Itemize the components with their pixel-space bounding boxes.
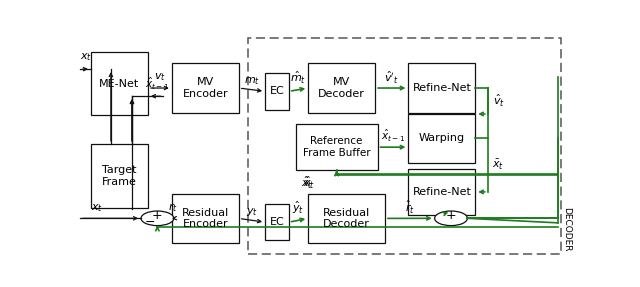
Text: +: + [445,209,456,222]
Bar [91,144,148,208]
Text: MV
Encoder: MV Encoder [182,77,228,99]
Text: Residual
Encoder: Residual Encoder [182,208,229,229]
Text: $v_t$: $v_t$ [154,71,166,83]
Text: $m_t$: $m_t$ [244,75,260,87]
Text: ME-Net: ME-Net [99,79,140,89]
Text: $y_t$: $y_t$ [246,205,258,218]
Text: DECODER: DECODER [563,207,572,251]
Text: Residual
Decoder: Residual Decoder [323,208,370,229]
Text: $\hat{m}_t$: $\hat{m}_t$ [291,69,307,86]
Bar [91,52,148,115]
Bar [308,63,375,113]
Text: $\hat{x}_t$: $\hat{x}_t$ [303,174,316,191]
Text: $\bar{x}_t$: $\bar{x}_t$ [493,158,505,172]
Bar [408,169,476,215]
Text: Refine-Net: Refine-Net [412,187,471,197]
Bar [172,193,239,243]
Text: EC: EC [269,217,284,227]
Text: $\hat{y}_t$: $\hat{y}_t$ [292,200,305,216]
Bar [172,63,239,113]
Circle shape [141,211,173,226]
Text: Warping: Warping [419,133,465,143]
Text: $\hat{v}'_t$: $\hat{v}'_t$ [385,69,399,86]
Bar [265,73,289,110]
Text: $\hat{v}_t$: $\hat{v}_t$ [493,93,504,109]
Text: Refine-Net: Refine-Net [412,83,471,93]
Text: $\hat{x}_{t-1}$: $\hat{x}_{t-1}$ [381,128,405,144]
Text: −: − [145,216,155,229]
Bar [265,204,289,241]
Bar [308,193,385,243]
Circle shape [435,211,467,226]
Text: $\hat{x}_t$: $\hat{x}_t$ [301,174,313,191]
Text: MV
Decoder: MV Decoder [318,77,365,99]
Bar [408,63,476,113]
Text: EC: EC [269,86,284,96]
Text: $x_t$: $x_t$ [81,51,93,63]
Text: Reference
Frame Buffer: Reference Frame Buffer [303,136,371,158]
Text: $\hat{r}_t$: $\hat{r}_t$ [405,199,415,216]
Text: $x_t$: $x_t$ [92,202,104,214]
Text: +: + [152,209,163,222]
Text: Target
Frame: Target Frame [102,165,137,187]
Bar [408,114,476,163]
Text: $\hat{x}_{t-1}$: $\hat{x}_{t-1}$ [145,76,169,92]
Bar [296,124,378,170]
Text: $r_t$: $r_t$ [168,201,178,214]
Bar [248,38,561,254]
